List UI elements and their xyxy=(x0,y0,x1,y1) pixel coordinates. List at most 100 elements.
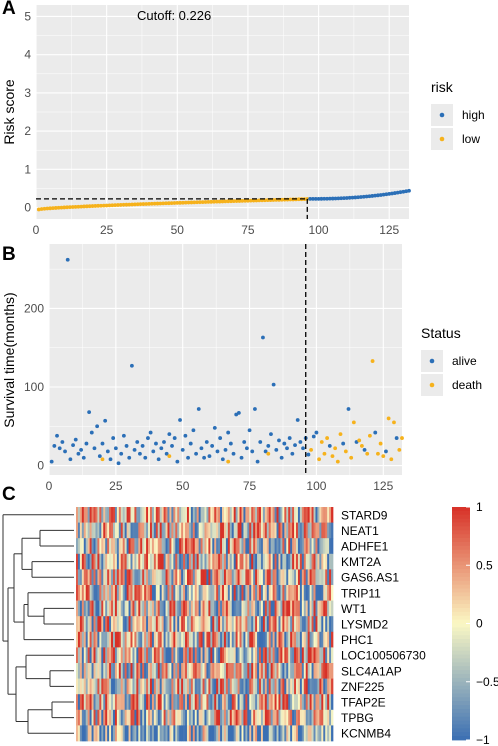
heatmap-cell xyxy=(231,538,235,555)
heatmap-cell xyxy=(321,709,324,726)
survival-point-alive xyxy=(298,440,303,444)
heatmap-cell xyxy=(136,600,139,617)
heatmap-cell xyxy=(266,631,270,648)
heatmap-cell xyxy=(181,663,184,679)
heatmap-cell xyxy=(114,647,118,664)
heatmap-cell xyxy=(95,631,98,648)
heatmap-cell xyxy=(171,522,174,539)
heatmap-cell xyxy=(206,553,209,570)
heatmap-cell xyxy=(138,585,141,601)
survival-point-alive xyxy=(346,407,351,411)
heatmap-cell xyxy=(136,631,139,648)
heatmap-cell xyxy=(288,647,291,664)
heatmap-cell xyxy=(126,678,129,695)
heatmap-cell xyxy=(175,585,178,601)
heatmap-cell xyxy=(331,709,334,726)
heatmap-cell xyxy=(260,553,264,570)
risk-point-low xyxy=(240,198,245,203)
heatmap-cell xyxy=(296,522,299,539)
heatmap-cell xyxy=(124,663,127,679)
heatmap-cell xyxy=(87,647,90,664)
heatmap-cell xyxy=(329,631,332,648)
heatmap-cell xyxy=(163,507,166,523)
heatmap-cell xyxy=(171,663,174,679)
heatmap-cell xyxy=(97,647,100,664)
heatmap-cell xyxy=(103,616,106,633)
heatmap-cell xyxy=(329,616,332,633)
heatmap-cell xyxy=(200,663,203,679)
heatmap-cell xyxy=(264,709,268,726)
risk-point-high xyxy=(330,196,335,201)
heatmap-cell xyxy=(212,647,215,664)
heatmap-cell xyxy=(192,709,196,726)
heatmap-cell xyxy=(183,600,186,617)
heatmap-cell xyxy=(101,522,104,539)
heatmap-cell xyxy=(198,631,201,648)
heatmap-cell xyxy=(198,538,201,555)
heatmap-cell xyxy=(79,678,83,695)
heatmap-cell xyxy=(262,600,266,617)
heatmap-cell xyxy=(200,585,203,601)
heatmap-cell xyxy=(107,569,110,586)
heatmap-cell xyxy=(268,616,272,633)
colorbar-segment xyxy=(452,576,470,582)
heatmap-cell xyxy=(222,585,225,601)
heatmap-cell xyxy=(288,694,291,711)
heatmap-cell xyxy=(243,569,246,586)
survival-point-alive xyxy=(210,444,215,448)
heatmap-cell xyxy=(76,616,79,633)
heatmap-cell xyxy=(142,522,145,539)
heatmap-cell xyxy=(128,725,131,742)
x-tick-label: 25 xyxy=(109,479,123,493)
heatmap-cell xyxy=(299,694,303,711)
heatmap-cell xyxy=(251,569,254,586)
heatmap-cell xyxy=(237,678,240,695)
heatmap-cell xyxy=(225,616,229,633)
heatmap-cell xyxy=(188,600,192,617)
heatmap-cell xyxy=(294,600,297,617)
heatmap-cell xyxy=(286,678,289,695)
heatmap-cell xyxy=(101,585,104,601)
risk-point-low xyxy=(62,205,67,210)
heatmap-cell xyxy=(85,631,89,648)
heatmap-cell xyxy=(288,569,291,586)
heatmap-cell xyxy=(276,709,279,726)
heatmap-cell xyxy=(303,631,307,648)
heatmap-cell xyxy=(241,600,244,617)
heatmap-cell xyxy=(120,663,124,679)
heatmap-cell xyxy=(233,647,237,664)
heatmap-cell xyxy=(243,600,246,617)
heatmap-cell xyxy=(235,725,238,742)
heatmap-cell xyxy=(140,694,143,711)
heatmap-cell xyxy=(272,663,275,679)
heatmap-cell xyxy=(183,663,186,679)
heatmap-cell xyxy=(284,694,287,711)
colorbar-tick-label: −0.5 xyxy=(476,675,498,689)
colorbar-tick-label: −1 xyxy=(476,733,490,746)
heatmap-cell xyxy=(235,600,238,617)
heatmap-cell xyxy=(249,569,252,586)
heatmap-cell xyxy=(130,709,133,726)
heatmap-cell xyxy=(120,631,124,648)
risk-point-low xyxy=(141,202,146,206)
heatmap-cell xyxy=(307,616,310,633)
heatmap-cell xyxy=(165,709,168,726)
heatmap-cell xyxy=(188,678,192,695)
heatmap-cell xyxy=(77,678,81,695)
colorbar-segment xyxy=(452,561,470,566)
heatmap-cell xyxy=(109,678,112,695)
heatmap-cell xyxy=(196,585,200,601)
heatmap-cell xyxy=(206,694,209,711)
risk-point-high xyxy=(364,194,369,199)
heatmap-cell xyxy=(93,585,96,601)
colorbar-segment xyxy=(452,650,470,655)
heatmap-cell xyxy=(89,507,92,523)
heatmap-cell xyxy=(317,663,320,679)
heatmap-cell xyxy=(138,507,141,523)
heatmap-cell xyxy=(77,694,81,711)
heatmap-cell xyxy=(251,631,254,648)
heatmap-cell xyxy=(107,709,110,726)
heatmap-cell xyxy=(329,663,332,679)
heatmap-cell xyxy=(331,507,334,523)
